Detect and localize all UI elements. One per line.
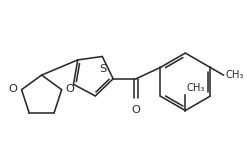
Text: O: O — [132, 105, 141, 115]
Text: S: S — [100, 64, 107, 74]
Text: O: O — [65, 84, 74, 94]
Text: CH₃: CH₃ — [225, 70, 244, 80]
Text: O: O — [9, 84, 18, 94]
Text: CH₃: CH₃ — [186, 83, 205, 93]
